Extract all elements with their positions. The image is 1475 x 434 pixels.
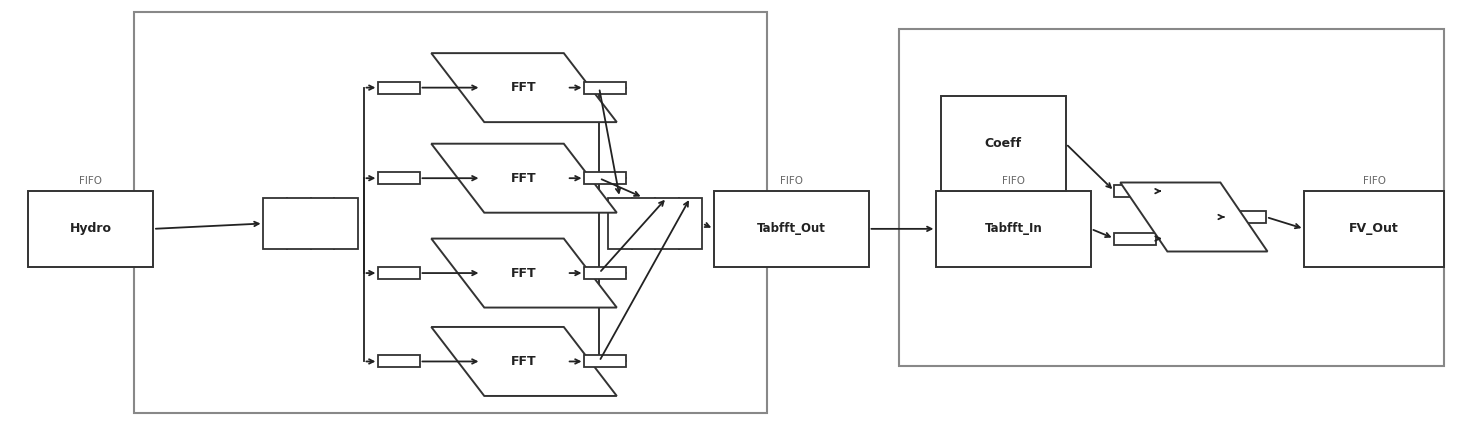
Text: FIFO: FIFO: [80, 176, 102, 186]
Bar: [134, 12, 767, 413]
Text: Tabfft_In: Tabfft_In: [985, 222, 1043, 235]
Bar: [584, 267, 625, 279]
Text: Hydro: Hydro: [69, 222, 112, 235]
Text: FIFO: FIFO: [1363, 176, 1385, 186]
Bar: [378, 267, 419, 279]
Text: FFT: FFT: [512, 355, 537, 368]
Text: FFT: FFT: [512, 266, 537, 279]
Bar: [1224, 211, 1266, 223]
Bar: [714, 191, 869, 266]
Text: FFT: FFT: [512, 81, 537, 94]
Bar: [378, 82, 419, 94]
Bar: [584, 172, 625, 184]
Bar: [1115, 233, 1155, 245]
Bar: [378, 172, 419, 184]
Bar: [941, 96, 1066, 191]
Polygon shape: [1121, 183, 1267, 251]
Text: FFT: FFT: [512, 172, 537, 185]
Bar: [1115, 185, 1155, 197]
Text: FIFO: FIFO: [1002, 176, 1025, 186]
Bar: [584, 82, 625, 94]
Text: Tabfft_Out: Tabfft_Out: [757, 222, 826, 235]
Text: FV_Out: FV_Out: [1350, 222, 1400, 235]
Text: Coeff: Coeff: [985, 137, 1022, 150]
Bar: [28, 191, 153, 266]
Text: FIFO: FIFO: [780, 176, 802, 186]
Bar: [608, 197, 702, 250]
Polygon shape: [431, 327, 617, 396]
Bar: [378, 355, 419, 368]
Polygon shape: [431, 144, 617, 213]
Polygon shape: [431, 53, 617, 122]
Bar: [1304, 191, 1444, 266]
Bar: [264, 197, 357, 250]
Bar: [584, 355, 625, 368]
Polygon shape: [431, 239, 617, 308]
Bar: [937, 191, 1092, 266]
Bar: [900, 30, 1444, 366]
